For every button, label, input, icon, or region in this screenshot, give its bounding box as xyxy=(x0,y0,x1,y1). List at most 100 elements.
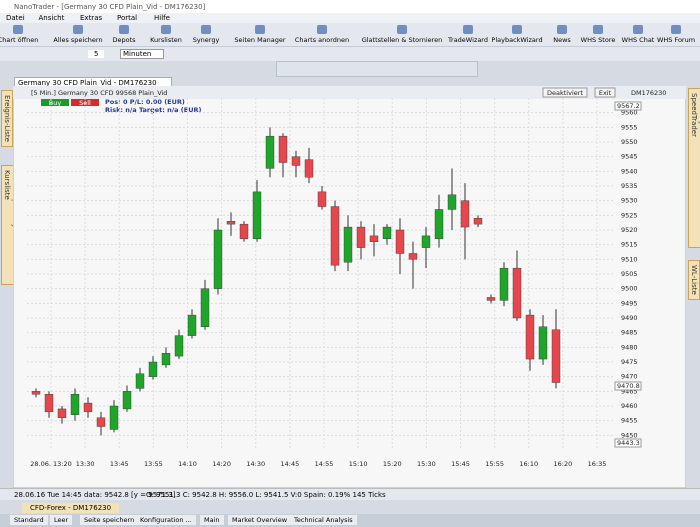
candle-body xyxy=(161,353,171,366)
period-unit[interactable]: Minuten xyxy=(120,49,165,59)
menu-item[interactable]: Portal xyxy=(117,14,138,22)
menu-item[interactable]: Ansicht xyxy=(38,14,65,22)
bottom-tab[interactable]: Main xyxy=(200,515,224,525)
y-tick-label: 9500 xyxy=(621,285,638,293)
candle-body xyxy=(278,135,288,163)
toolbar-button[interactable]: PlaybackWizard xyxy=(491,36,543,44)
toolbar-button[interactable]: Charts anordnen xyxy=(294,36,350,44)
candle-body xyxy=(538,326,548,360)
menu-item[interactable]: Datei xyxy=(6,14,25,22)
candle-body xyxy=(369,235,379,242)
drawing-toolbar xyxy=(276,61,478,77)
chart-title: [5 Min.] Germany 30 CFD 99568 Plain_Vid xyxy=(31,89,167,97)
candle-body xyxy=(44,394,54,413)
x-tick-label: 15:20 xyxy=(383,460,402,468)
toolbar-icon xyxy=(317,25,327,34)
toolbar-icon xyxy=(633,25,643,34)
toolbar-icon xyxy=(255,25,265,34)
price-label: 9470.8 xyxy=(617,382,640,390)
x-tick-label: 15:30 xyxy=(417,460,436,468)
toolbar-button[interactable]: Depots xyxy=(112,36,136,44)
candle-body xyxy=(447,194,457,210)
x-tick-label: 28.06. 13:20 xyxy=(30,460,71,468)
x-tick-label: 16:10 xyxy=(519,460,538,468)
candle-body xyxy=(200,288,210,328)
bottom-tab[interactable]: Standard xyxy=(10,515,48,525)
bottom-tab[interactable]: Leer xyxy=(50,515,73,525)
toolbar-button[interactable]: Glattstellen & Stornieren xyxy=(361,36,443,44)
window-title: NanoTrader - [Germany 30 CFD Plain_Vid -… xyxy=(14,3,206,11)
bottom-tab[interactable]: Konfiguration ... xyxy=(136,515,196,525)
bottom-tab[interactable]: Seite speichern xyxy=(80,515,139,525)
price-label: 9443.3 xyxy=(617,439,640,447)
candle-body xyxy=(382,226,392,239)
toolbar-icon xyxy=(119,25,129,34)
candle-body xyxy=(330,206,340,266)
toolbar-button[interactable]: Synergy xyxy=(192,36,220,44)
x-tick-label: 13:30 xyxy=(76,460,95,468)
toolbar: Chart öffnen Alles speichern Depots Kurslis… xyxy=(0,23,700,46)
candle-body xyxy=(213,229,223,289)
x-tick-label: 13:45 xyxy=(110,460,129,468)
toolbar-button[interactable]: Seiten Manager xyxy=(234,36,286,44)
exit-button[interactable] xyxy=(594,87,616,98)
candle-body xyxy=(70,394,80,415)
candle-body xyxy=(525,314,535,360)
candle-body xyxy=(135,373,145,389)
price-label-box xyxy=(614,438,642,448)
x-tick-label: 15:55 xyxy=(485,460,504,468)
toolbar-button[interactable]: WHS Store xyxy=(580,36,616,44)
deactivated-button[interactable] xyxy=(542,87,588,98)
candle-body xyxy=(174,335,184,357)
toolbar-button[interactable]: Kurslisten xyxy=(150,36,182,44)
period-value[interactable]: 5 xyxy=(88,50,105,58)
buy-label: Buy xyxy=(49,99,62,107)
candle-body xyxy=(551,329,561,383)
y-tick-label: 9540 xyxy=(621,167,638,175)
candle-body xyxy=(317,191,327,207)
toolbar-icon xyxy=(593,25,603,34)
buy-button[interactable] xyxy=(41,99,69,106)
candle-body xyxy=(408,253,418,260)
x-tick-label: 16:35 xyxy=(588,460,607,468)
candle-body xyxy=(239,223,249,239)
y-tick-label: 9535 xyxy=(621,182,638,190)
status-right: O: 9551.3 C: 9542.8 H: 9556.0 L: 9541.5 … xyxy=(146,491,386,499)
y-tick-label: 9525 xyxy=(621,211,638,219)
status-bar: 28.06.16 Tue 14:45 data: 9542.8 [y = 957… xyxy=(0,488,700,501)
menu-item[interactable]: Extras xyxy=(80,14,103,22)
candle-body xyxy=(473,218,483,225)
toolbar-button[interactable]: TradeWizard xyxy=(448,36,488,44)
y-tick-label: 9480 xyxy=(621,343,638,351)
bottom-tab[interactable]: Market Overview xyxy=(228,515,292,525)
menu-item[interactable]: Hilfe xyxy=(154,14,170,22)
toolbar-button[interactable]: WHS Chat xyxy=(621,36,655,44)
page-tab[interactable]: CFD-Forex - DM176230 xyxy=(22,503,120,513)
toolbar-button[interactable]: News xyxy=(553,36,571,44)
candle-body xyxy=(460,200,470,228)
candle-body xyxy=(83,402,93,413)
toolbar-button[interactable]: WHS Forum xyxy=(656,36,696,44)
toolbar-icon xyxy=(13,25,23,34)
menu-bar: Datei Ansicht Extras Portal Hilfe xyxy=(0,13,700,23)
candle-body xyxy=(304,159,314,178)
toolbar-button[interactable]: Chart öffnen xyxy=(0,36,39,44)
toolbar-icon xyxy=(463,25,473,34)
y-tick-label: 9550 xyxy=(621,138,638,146)
y-tick-label: 9450 xyxy=(621,431,638,439)
y-tick-label: 9475 xyxy=(621,358,638,366)
candle-body xyxy=(343,226,353,263)
x-tick-label: 15:10 xyxy=(349,460,368,468)
side-tab[interactable]: WL-Liste xyxy=(688,260,700,300)
account-label: DM176230 xyxy=(631,89,666,97)
price-label: 9567.2 xyxy=(617,102,640,110)
x-tick-label: 14:55 xyxy=(315,460,334,468)
toolbar-button[interactable]: Alles speichern xyxy=(53,36,103,44)
y-tick-label: 9560 xyxy=(621,109,638,117)
side-tab[interactable]: Germany 30 CFD - DM176230 - SpeedTrader xyxy=(688,88,700,248)
side-tab[interactable]: Ereignis-Liste xyxy=(1,90,13,147)
bottom-tab[interactable]: Technical Analysis xyxy=(290,515,357,525)
page-bar: CFD-Forex - DM176230 xyxy=(0,500,700,514)
x-tick-label: 14:30 xyxy=(246,460,265,468)
